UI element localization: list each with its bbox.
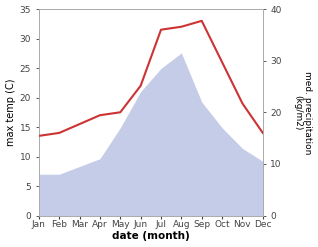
Y-axis label: max temp (C): max temp (C) [5,79,16,146]
X-axis label: date (month): date (month) [112,231,190,242]
Y-axis label: med. precipitation
(kg/m2): med. precipitation (kg/m2) [293,71,313,154]
